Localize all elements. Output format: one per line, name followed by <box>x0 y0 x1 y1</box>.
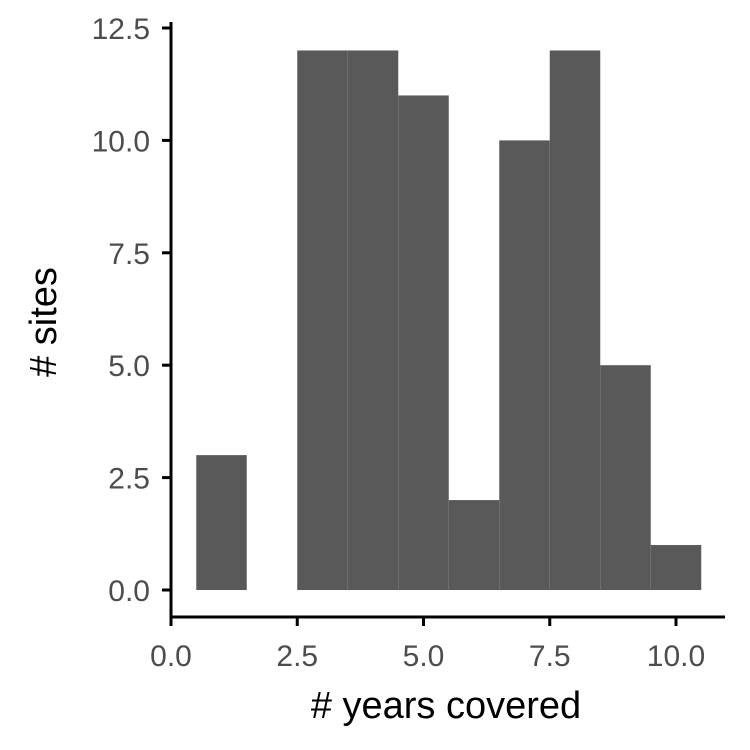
histogram-bar-4 <box>398 95 449 590</box>
histogram-bar-7 <box>549 50 601 591</box>
histogram-bar-9 <box>650 545 702 590</box>
y-tick-label: 7.5 <box>108 238 150 271</box>
histogram-bar-6 <box>499 140 550 590</box>
histogram-bar-2 <box>297 50 348 591</box>
histogram-bar-0 <box>196 455 247 590</box>
x-tick-label: 5.0 <box>403 640 445 673</box>
histogram-bar-3 <box>347 50 399 591</box>
ticks-group: 0.0 2.5 5.0 7.5 10.0 0.0 2.5 5.0 7.5 10.0 12.5 <box>92 13 706 673</box>
y-axis-title: # sites <box>23 267 65 377</box>
y-tick-label: 5.0 <box>108 350 150 383</box>
x-tick-label: 10.0 <box>647 640 705 673</box>
y-tick-label: 12.5 <box>92 13 150 46</box>
x-tick-label: 7.5 <box>529 640 571 673</box>
y-tick-label: 2.5 <box>108 463 150 496</box>
histogram-bar-5 <box>448 500 500 590</box>
axes-group <box>169 22 725 619</box>
x-tick-label: 0.0 <box>150 640 192 673</box>
x-axis-title: # years covered <box>311 685 581 727</box>
x-tick-label: 2.5 <box>276 640 318 673</box>
y-tick-label: 10.0 <box>92 125 150 158</box>
histogram-bar-8 <box>600 365 651 590</box>
bars-group <box>196 50 702 591</box>
y-tick-label: 0.0 <box>108 575 150 608</box>
